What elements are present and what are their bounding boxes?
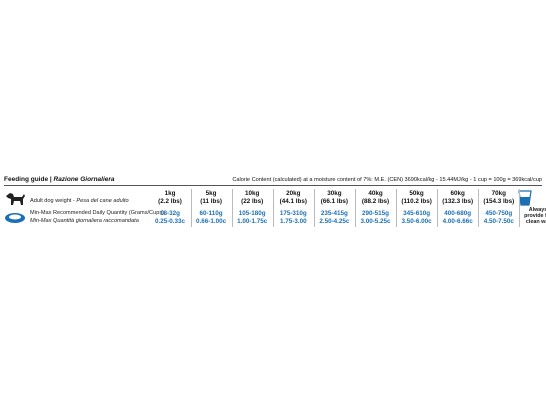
- grams: 18-32g: [160, 210, 180, 217]
- grams: 175-310g: [279, 210, 307, 217]
- cups: 4.50-7.50c: [483, 218, 514, 225]
- column-separator: [231, 189, 233, 227]
- water-note-line: clean wat: [525, 219, 546, 225]
- column-separator: [354, 189, 356, 227]
- quantity-cell: 235-415g 2.50-4.25c: [314, 210, 354, 226]
- weight: 30kg: [327, 190, 342, 197]
- bowl-icon: [5, 213, 25, 223]
- weight: 50kg: [409, 190, 424, 197]
- column-separator: [519, 189, 521, 227]
- weight-cell: 60kg (132.3 lbs): [438, 190, 478, 206]
- dog-icon: [6, 193, 25, 205]
- quantity-cell: 290-515g 3.00-5.25c: [356, 210, 396, 226]
- weight-cell: 30kg (66.1 lbs): [314, 190, 354, 206]
- quantity-cell: 400-680g 4.00-6.66c: [438, 210, 478, 226]
- quantity-cell: 450-750g 4.50-7.50c: [479, 210, 519, 226]
- cups: 2.50-4.25c: [319, 218, 350, 225]
- grams: 290-515g: [362, 210, 389, 217]
- weight-cell: 20kg (44.1 lbs): [273, 190, 313, 206]
- column-separator: [190, 189, 192, 227]
- quantity-cell: 175-310g 1.75-3.00: [273, 210, 313, 226]
- weight-cell: 10kg (22 lbs): [232, 190, 272, 206]
- weight-label: Adult dog weight - Pesa del cane adulto: [30, 198, 129, 204]
- weight-lbs: (44.1 lbs): [279, 198, 307, 205]
- rule: [4, 185, 542, 186]
- quantity-label: Min-Max Recommended Daily Quantity (Gram…: [30, 210, 164, 216]
- calorie-note: Calorie Content (calculated) at a moistu…: [232, 177, 542, 183]
- weight: 5kg: [205, 190, 217, 197]
- quantity-cell: 60-110g 0.66-1.00c: [191, 210, 231, 226]
- quantity-cell: 345-610g 3.50-6.00c: [397, 210, 437, 226]
- weight: 70kg: [491, 190, 506, 197]
- water-note-line: provide fre: [524, 213, 546, 219]
- column-separator: [313, 189, 315, 227]
- weight-lbs: (22 lbs): [241, 198, 264, 205]
- weight-cell: 5kg (11 lbs): [191, 190, 231, 206]
- weight-cell: 50kg (110.2 lbs): [397, 190, 437, 206]
- cups: 3.00-5.25c: [360, 218, 391, 225]
- cups: 1.00-1.75c: [237, 218, 268, 225]
- water-icon: [518, 190, 532, 206]
- water-note-line: Always: [528, 207, 546, 213]
- weight: 40kg: [368, 190, 383, 197]
- subtitle: Razione Giornaliera: [53, 176, 115, 183]
- weight: 10kg: [245, 190, 260, 197]
- weight-cell: 70kg (154.3 lbs): [479, 190, 519, 206]
- weight-lbs: (110.2 lbs): [401, 198, 432, 205]
- column-separator: [396, 189, 397, 227]
- quantity-cell: 105-180g 1.00-1.75c: [232, 210, 272, 226]
- quantity-cell: 18-32g 0.25-0.33c: [150, 210, 190, 226]
- grams: 345-610g: [403, 210, 431, 217]
- grams: 235-415g: [320, 210, 348, 217]
- grams: 105-180g: [238, 210, 266, 217]
- weight-lbs: (2.2 lbs): [158, 198, 182, 205]
- cups: 1.75-3.00: [279, 218, 307, 225]
- column-separator: [272, 189, 274, 227]
- cups: 0.66-1.00c: [196, 218, 227, 225]
- title-block: Feeding guide | Razione Giornaliera: [4, 176, 115, 183]
- weight-lbs: (154.3 lbs): [483, 198, 515, 205]
- column-separator: [437, 189, 439, 227]
- weight-lbs: (132.3 lbs): [442, 198, 474, 205]
- grams: 450-750g: [485, 210, 513, 217]
- weight: 1kg: [164, 190, 176, 197]
- cups: 3.50-6.00c: [401, 218, 432, 225]
- grams: 60-110g: [199, 210, 223, 217]
- weight-cell: 1kg (2.2 lbs): [150, 190, 190, 206]
- weight-lbs: (88.2 lbs): [361, 198, 390, 205]
- weight: 20kg: [286, 190, 301, 197]
- weight-lbs: (11 lbs): [200, 198, 222, 205]
- weight-lbs: (66.1 lbs): [320, 198, 349, 205]
- grams: 400-680g: [444, 210, 472, 217]
- quantity-label-it: Min-Max Quantità giornaliera raccomandat…: [30, 218, 139, 224]
- weight-cell: 40kg (88.2 lbs): [356, 190, 396, 206]
- cups: 0.25-0.33c: [154, 218, 186, 225]
- cups: 4.00-6.66c: [442, 218, 473, 225]
- weight: 60kg: [450, 190, 465, 197]
- column-separator: [478, 189, 480, 227]
- title: Feeding guide: [4, 176, 49, 183]
